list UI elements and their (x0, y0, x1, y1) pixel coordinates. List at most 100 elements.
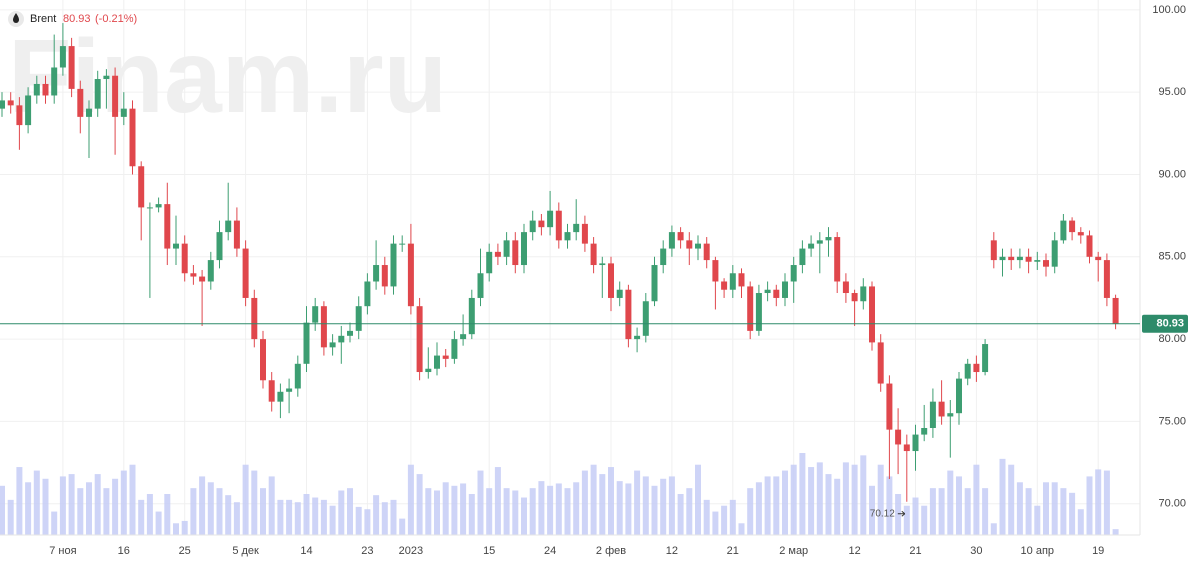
candle-body (173, 243, 179, 249)
candle-body (529, 220, 536, 233)
volume-bar (1077, 509, 1084, 535)
candle-body (695, 243, 701, 249)
candle-body (938, 401, 945, 417)
volume-bar (312, 497, 319, 535)
volume-bar (486, 488, 493, 535)
x-tick-label: 21 (727, 545, 739, 557)
volume-bar (1016, 482, 1023, 535)
candle-body (1016, 256, 1023, 261)
volume-bar (294, 502, 301, 535)
candle-body (364, 281, 371, 307)
x-tick-label: 12 (666, 545, 678, 557)
candle-body (42, 83, 49, 96)
candle-body (51, 67, 58, 96)
candle-body (1008, 256, 1015, 261)
candle-body (399, 243, 406, 245)
x-tick-label: 5 дек (232, 545, 259, 557)
volume-bar (190, 488, 197, 535)
volume-bar (233, 502, 240, 535)
candle-body (268, 380, 275, 402)
volume-bar (964, 488, 971, 535)
x-tick-label: 30 (970, 545, 982, 557)
candle-body (434, 355, 440, 369)
candle-body (1077, 232, 1084, 236)
x-tick-label: 2023 (399, 545, 423, 557)
volume-bar (503, 488, 510, 535)
volume-bar (425, 488, 432, 535)
volume-bar (155, 511, 162, 535)
volume-bar (251, 470, 258, 535)
candle-body (512, 240, 519, 266)
volume-bar (808, 467, 815, 535)
candle-body (303, 322, 310, 364)
y-tick-label: 100.00 (1152, 4, 1186, 16)
volume-bar (138, 499, 145, 535)
volume-bar (634, 470, 641, 535)
legend-header: Brent 80.93 (-0.21%) (8, 11, 137, 27)
candle-body (442, 355, 449, 359)
candle-body (199, 276, 206, 282)
volume-bar (59, 476, 66, 535)
candle-body (547, 210, 554, 228)
volume-bar (721, 505, 728, 535)
volume-bar (320, 499, 327, 535)
volume-bar (0, 485, 5, 535)
candle-body (912, 434, 919, 452)
volume-bar (747, 488, 754, 535)
volume-bar (956, 476, 962, 535)
candle-body (747, 286, 754, 331)
volume-bar (686, 488, 693, 535)
candle-body (329, 342, 336, 348)
candle-body (112, 75, 119, 117)
candle-body (825, 237, 832, 241)
candle-body (468, 297, 475, 335)
candle-body (642, 301, 649, 336)
candle-body (581, 223, 588, 244)
candle-body (521, 232, 527, 266)
candle-body (738, 273, 745, 287)
volume-bar (33, 470, 40, 535)
volume-bar (260, 488, 266, 535)
candle-body (138, 166, 145, 208)
candle-body (564, 232, 571, 241)
volume-bar (407, 464, 414, 535)
volume-bar (468, 494, 475, 535)
price-change: (-0.21%) (95, 13, 137, 25)
candle-body (982, 344, 989, 373)
candle-body (842, 281, 849, 294)
candle-body (677, 232, 684, 241)
candle-body (190, 273, 197, 277)
volume-bar (573, 482, 580, 535)
candle-body (486, 251, 493, 274)
volume-bar (1112, 529, 1119, 535)
candle-body (1043, 260, 1049, 267)
candle-body (146, 207, 153, 209)
volume-bar (581, 470, 588, 535)
candle-body (712, 260, 719, 282)
y-tick-label: 85.00 (1158, 251, 1186, 263)
volume-bar (1008, 464, 1015, 535)
volume-bar (1034, 505, 1041, 535)
volume-bar (642, 476, 649, 535)
candle-body (86, 108, 92, 117)
volume-bar (25, 482, 32, 535)
volume-bar (355, 506, 362, 535)
volume-bar (460, 483, 467, 535)
candle-body (782, 281, 788, 298)
volume-bar (799, 453, 806, 535)
candle-body (94, 79, 101, 109)
candle-body (538, 220, 545, 228)
candle-body (7, 100, 14, 106)
candle-body (207, 260, 214, 282)
candle-body (799, 248, 806, 266)
volume-bar (442, 482, 449, 535)
instrument-name: Brent (30, 13, 56, 25)
candle-body (964, 363, 971, 379)
x-tick-label: 23 (361, 545, 373, 557)
volume-bar (912, 497, 919, 535)
candle-body (181, 243, 188, 274)
volume-bar (399, 518, 406, 535)
volume-bar (242, 464, 249, 535)
volume-bar (703, 499, 710, 535)
